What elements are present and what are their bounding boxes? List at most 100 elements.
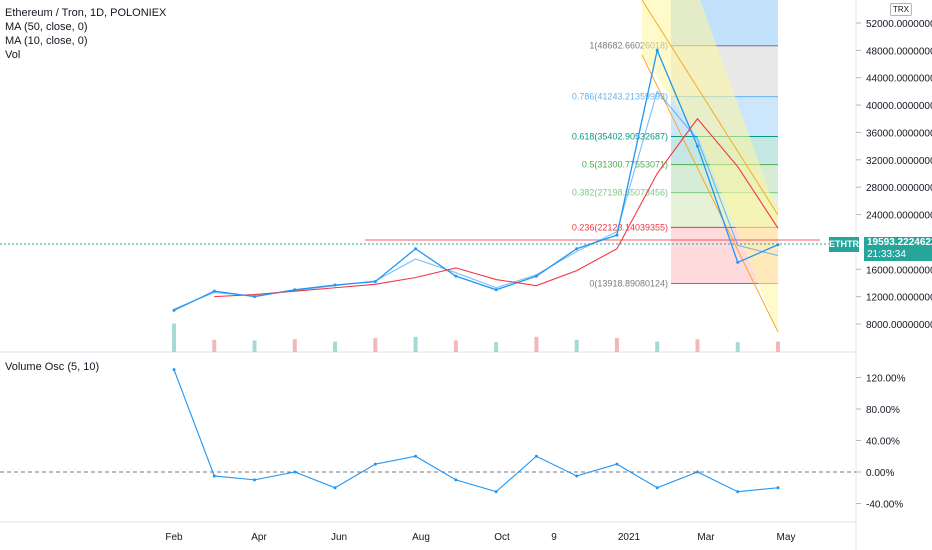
volume-bar bbox=[776, 341, 780, 352]
oscillator-title[interactable]: Volume Osc (5, 10) bbox=[5, 361, 100, 373]
channel-lower bbox=[641, 54, 779, 333]
price-tick-label: 32000.00000000 bbox=[866, 156, 932, 167]
oscillator-point bbox=[494, 490, 498, 494]
osc-tick-label: 80.00% bbox=[866, 405, 900, 416]
price-tick-label: 44000.00000000 bbox=[866, 74, 932, 85]
time-tick-label: Feb bbox=[165, 532, 183, 543]
close-point bbox=[655, 48, 659, 52]
price-tick-label: 52000.00000000 bbox=[866, 19, 932, 30]
bar-countdown: 21:33:34 bbox=[867, 249, 906, 260]
last-price-number: 19593.22246220 bbox=[867, 237, 932, 248]
fib-level-label: 0.786(41243.21359993) bbox=[572, 92, 668, 102]
time-tick-label: Aug bbox=[412, 532, 430, 543]
oscillator-point bbox=[253, 478, 257, 482]
time-tick-label: 9 bbox=[551, 532, 557, 543]
osc-tick-label: 120.00% bbox=[866, 374, 906, 385]
oscillator-point bbox=[293, 470, 297, 474]
price-tick-label: 28000.00000000 bbox=[866, 183, 932, 194]
volume-bar bbox=[655, 341, 660, 352]
volume-bar bbox=[333, 341, 338, 352]
last-price-value: 19593.22246220 21:33:34 bbox=[864, 237, 932, 261]
time-axis[interactable]: Feb Apr Jun Aug Oct 9 2021 Mar May bbox=[165, 532, 795, 543]
volume-bar bbox=[574, 339, 579, 352]
oscillator-point bbox=[776, 486, 780, 490]
oscillator-point bbox=[373, 462, 377, 466]
last-price-symbol: ETHTRX bbox=[829, 237, 865, 252]
close-point bbox=[172, 308, 176, 312]
ma10-line bbox=[173, 90, 779, 310]
currency-badge[interactable]: TRX bbox=[890, 3, 912, 16]
volume-bar bbox=[695, 339, 700, 352]
price-axis[interactable]: 52000.00000000 48000.00000000 44000.000000… bbox=[856, 19, 932, 331]
close-point bbox=[414, 247, 418, 251]
time-tick-label: Oct bbox=[494, 532, 510, 543]
fib-level-label: 0.236(22123.14039355) bbox=[572, 222, 668, 232]
fib-level-label: 0(13918.89080124) bbox=[589, 279, 668, 289]
price-tick-label: 16000.00000000 bbox=[866, 265, 932, 276]
ma10-legend[interactable]: MA (10, close, 0) bbox=[5, 35, 88, 47]
close-point bbox=[615, 233, 619, 237]
volume-bar bbox=[292, 339, 297, 352]
osc-tick-label: 0.00% bbox=[866, 468, 894, 479]
close-point bbox=[695, 144, 699, 148]
fib-level-label: 0.618(35402.90532687) bbox=[572, 132, 668, 142]
volume-bar bbox=[534, 336, 539, 352]
volume-bar bbox=[172, 323, 176, 352]
oscillator-point bbox=[454, 478, 458, 482]
close-point bbox=[494, 288, 498, 292]
osc-tick-label: 40.00% bbox=[866, 437, 900, 448]
symbol-title[interactable]: Ethereum / Tron, 1D, POLONIEX bbox=[5, 7, 167, 19]
grid bbox=[0, 0, 857, 550]
price-tick-label: 12000.00000000 bbox=[866, 293, 932, 304]
volume-bar bbox=[453, 340, 458, 352]
oscillator-legend: Volume Osc (5, 10) bbox=[5, 360, 99, 374]
volume-bar bbox=[413, 336, 418, 352]
chart-legend: Ethereum / Tron, 1D, POLONIEX MA (50, cl… bbox=[5, 6, 166, 62]
price-tick-label: 40000.00000000 bbox=[866, 101, 932, 112]
volume-bar bbox=[373, 338, 378, 352]
volume-bar bbox=[494, 342, 499, 352]
close-point bbox=[454, 274, 458, 278]
fib-level-label: 0.382(27198.65073456) bbox=[572, 188, 668, 198]
time-tick-label: May bbox=[777, 532, 796, 543]
price-tick-label: 8000.00000000 bbox=[866, 320, 932, 331]
oscillator-point bbox=[655, 486, 659, 490]
price-tick-label: 36000.00000000 bbox=[866, 128, 932, 139]
oscillator-point bbox=[615, 462, 619, 466]
time-tick-label: 2021 bbox=[618, 532, 641, 543]
price-tick-label: 48000.00000000 bbox=[866, 46, 932, 57]
volume-bar bbox=[614, 338, 619, 352]
volume-bar bbox=[212, 339, 217, 352]
oscillator-point bbox=[575, 474, 579, 478]
oscillator-point bbox=[333, 486, 337, 490]
volume-bars bbox=[172, 323, 780, 352]
channel-fill bbox=[642, 0, 778, 332]
ma50-line bbox=[214, 117, 779, 298]
fib-level-label: 1(48682.66026018) bbox=[589, 41, 668, 51]
oscillator-point bbox=[212, 474, 216, 478]
ma50-legend[interactable]: MA (50, close, 0) bbox=[5, 21, 88, 33]
regression-channel bbox=[0, 0, 856, 333]
time-tick-label: Apr bbox=[251, 532, 267, 543]
oscillator-point bbox=[736, 490, 740, 494]
close-point bbox=[776, 243, 780, 247]
volume-oscillator-pane: 120.00% 80.00% 40.00% 0.00% -40.00% bbox=[0, 368, 906, 511]
oscillator-point bbox=[534, 454, 538, 458]
time-tick-label: Jun bbox=[331, 532, 347, 543]
close-point bbox=[736, 260, 740, 264]
close-point bbox=[212, 289, 216, 293]
volume-bar bbox=[252, 340, 257, 352]
oscillator-point bbox=[695, 470, 699, 474]
oscillator-line bbox=[173, 369, 779, 493]
fib-level-label: 0.5(31300.77553071) bbox=[582, 160, 668, 170]
price-series bbox=[172, 48, 780, 312]
oscillator-point bbox=[414, 454, 418, 458]
channel-upper bbox=[641, 0, 779, 216]
oscillator-point bbox=[172, 368, 176, 372]
volume-legend[interactable]: Vol bbox=[5, 49, 21, 61]
close-point bbox=[575, 247, 579, 251]
volume-bar bbox=[735, 342, 740, 352]
osc-tick-label: -40.00% bbox=[866, 500, 903, 511]
price-tick-label: 24000.00000000 bbox=[866, 211, 932, 222]
